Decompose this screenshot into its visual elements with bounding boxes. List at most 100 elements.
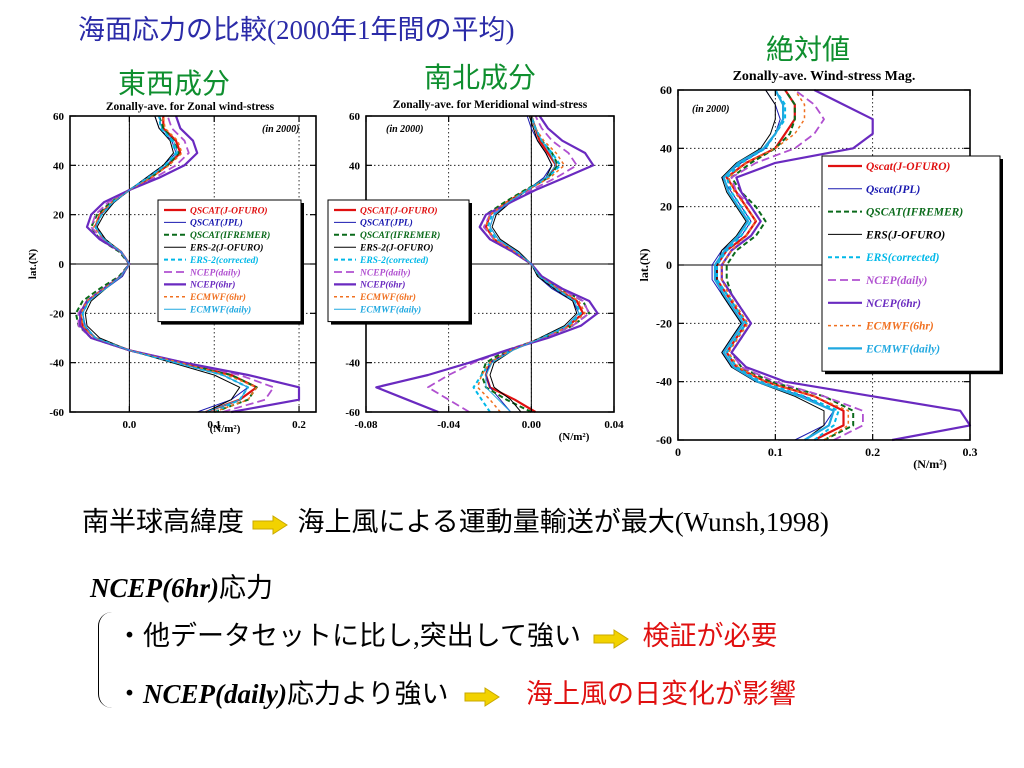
bullet-2-result: 海上風の日変化が影響 bbox=[525, 679, 796, 709]
legend-label: ERS(corrected) bbox=[865, 252, 940, 264]
ncep-heading-rest: 応力 bbox=[219, 573, 274, 603]
series-line bbox=[82, 115, 249, 413]
legend-label: ERS-2(J-OFURO) bbox=[359, 243, 433, 254]
bullet-1-result: 検証が必要 bbox=[642, 621, 778, 651]
legend-label: ERS-2(J-OFURO) bbox=[189, 243, 263, 254]
bullet-2: ・NCEP(daily)応力より強い 海上風の日変化が影響 bbox=[116, 672, 796, 711]
legend-box bbox=[157, 199, 302, 323]
series-line bbox=[720, 89, 972, 442]
arrow-icon bbox=[593, 628, 629, 649]
legend-label: ECMWF(6hr) bbox=[865, 321, 934, 333]
legend-label: QSCAT(IFREMER) bbox=[360, 230, 440, 241]
bullet-2-dot: ・ bbox=[116, 679, 143, 709]
xtick-label: 0.2 bbox=[292, 419, 306, 431]
chart-3: -60 -40 -20 0 20 40 60 0 0.1 0.2 0.3 Zonally-ave. W… bbox=[637, 69, 1003, 471]
ytick-label: -20 bbox=[49, 308, 64, 320]
conclusion-line: 南半球高緯度 海上風による運動量輸送が最大(Wunsh,1998) bbox=[82, 500, 829, 539]
chart-note: (in 2000) bbox=[386, 124, 424, 135]
legend-label: QSCAT(JPL) bbox=[190, 218, 243, 229]
y-axis-label: lat.(N) bbox=[637, 249, 651, 282]
ytick-label: -40 bbox=[345, 358, 360, 370]
x-axis-label: (N/m²) bbox=[559, 431, 590, 443]
xtick-label: 0.1 bbox=[207, 419, 221, 431]
ytick-label: 20 bbox=[53, 210, 65, 222]
legend-label: NCEP(daily) bbox=[189, 267, 241, 278]
conclusion-post: 海上風による運動量輸送が最大(Wunsh,1998) bbox=[297, 507, 829, 537]
bullet-2-text: 応力より強い bbox=[286, 679, 449, 709]
xtick-label: 0.00 bbox=[522, 419, 542, 431]
legend-label: ECMWF(6hr) bbox=[189, 292, 246, 303]
ytick-label: -40 bbox=[49, 358, 64, 370]
legend-label: QSCAT(IFREMER) bbox=[190, 230, 270, 241]
legend-label: NCEP(daily) bbox=[359, 267, 411, 278]
ytick-label: -40 bbox=[656, 375, 672, 389]
legend-label: ERS-2(corrected) bbox=[359, 255, 429, 266]
panel-title-meridional: 南北成分 bbox=[424, 63, 537, 94]
legend-label: QSCAT(IFREMER) bbox=[866, 207, 963, 219]
legend-label: QSCAT(J-OFURO) bbox=[360, 205, 438, 216]
legend-box bbox=[821, 155, 1001, 372]
ytick-label: 0 bbox=[59, 259, 65, 271]
legend-label: NCEP(daily) bbox=[865, 275, 927, 287]
chart-title: Zonally-ave. for Meridional wind-stress bbox=[393, 99, 588, 111]
xtick-label: 0.1 bbox=[768, 445, 783, 459]
ytick-label: 60 bbox=[660, 83, 672, 97]
arrow-icon bbox=[252, 514, 288, 535]
chart-title: Zonally-ave. Wind-stress Mag. bbox=[733, 69, 916, 84]
y-axis-label: lat.(N) bbox=[27, 249, 39, 280]
ytick-label: 40 bbox=[53, 160, 65, 172]
bullet-1: ・他データセットに比し,突出して強い 検証が必要 bbox=[116, 614, 777, 653]
ytick-label: 0 bbox=[666, 258, 672, 272]
legend-label: ECMWF(daily) bbox=[865, 343, 940, 355]
xtick-label: 0.3 bbox=[963, 445, 978, 459]
series-line bbox=[476, 115, 586, 413]
legend-label: ECMWF(daily) bbox=[189, 305, 251, 316]
x-axis-label: (N/m²) bbox=[210, 423, 241, 435]
ytick-label: 40 bbox=[660, 141, 672, 155]
chart-note: (in 2000) bbox=[692, 104, 730, 115]
bracket bbox=[98, 612, 113, 708]
ytick-label: -60 bbox=[345, 407, 360, 419]
xtick-label: -0.08 bbox=[355, 419, 378, 431]
ytick-label: 20 bbox=[660, 200, 672, 214]
ytick-label: -60 bbox=[656, 433, 672, 447]
ytick-label: 60 bbox=[53, 111, 65, 123]
slide-title: 海面応力の比較(2000年1年間の平均) bbox=[78, 15, 515, 45]
legend-label: ECMWF(daily) bbox=[359, 305, 421, 316]
xtick-label: 0 bbox=[675, 445, 681, 459]
bullet-2-bold: NCEP(daily) bbox=[143, 679, 287, 709]
xtick-label: 0.0 bbox=[123, 419, 137, 431]
x-axis-label: (N/m²) bbox=[913, 457, 947, 471]
ytick-label: 60 bbox=[349, 111, 361, 123]
series-line bbox=[485, 115, 580, 413]
chart-title: Zonally-ave. for Zonal wind-stress bbox=[106, 101, 275, 113]
series-line bbox=[720, 89, 864, 441]
legend-label: ECMWF(6hr) bbox=[359, 292, 416, 303]
legend-label: NCEP(6hr) bbox=[359, 280, 405, 291]
ncep-heading: NCEP(6hr)応力 bbox=[90, 566, 273, 605]
legend-label: QSCAT(J-OFURO) bbox=[190, 205, 268, 216]
charts-canvas: -60 -40 -20 0 20 40 60 0.0 0.1 0.2 Zonally-ave. fo… bbox=[27, 69, 1003, 471]
legend-label: ERS(J-OFURO) bbox=[865, 229, 945, 241]
legend-box bbox=[327, 199, 470, 323]
arrow-icon bbox=[464, 686, 501, 707]
ytick-label: -60 bbox=[49, 407, 64, 419]
legend-label: QSCAT(JPL) bbox=[360, 218, 413, 229]
panel-title-magnitude: 絶対値 bbox=[766, 35, 851, 66]
conclusion-pre: 南半球高緯度 bbox=[82, 507, 244, 537]
legend-label: Qscat(J-OFURO) bbox=[866, 161, 950, 173]
xtick-label: -0.04 bbox=[437, 419, 460, 431]
legend-label: NCEP(6hr) bbox=[189, 280, 235, 291]
ytick-label: 40 bbox=[349, 160, 361, 172]
chart-note: (in 2000) bbox=[262, 124, 300, 135]
series-line bbox=[713, 89, 835, 441]
ytick-label: -20 bbox=[656, 316, 672, 330]
legend-label: Qscat(JPL) bbox=[866, 184, 920, 196]
legend-label: NCEP(6hr) bbox=[865, 298, 921, 310]
legend-label: ERS-2(corrected) bbox=[189, 255, 259, 266]
chart-2: -60-40-200204060-0.08-0.040.000.04Zonall… bbox=[327, 99, 624, 443]
bullet-1-text: ・他データセットに比し,突出して強い bbox=[116, 621, 581, 651]
chart-1: -60 -40 -20 0 20 40 60 0.0 0.1 0.2 Zonally-ave. fo… bbox=[27, 101, 317, 435]
panel-title-zonal: 東西成分 bbox=[118, 69, 231, 100]
ncep-heading-bold: NCEP(6hr) bbox=[90, 573, 220, 603]
